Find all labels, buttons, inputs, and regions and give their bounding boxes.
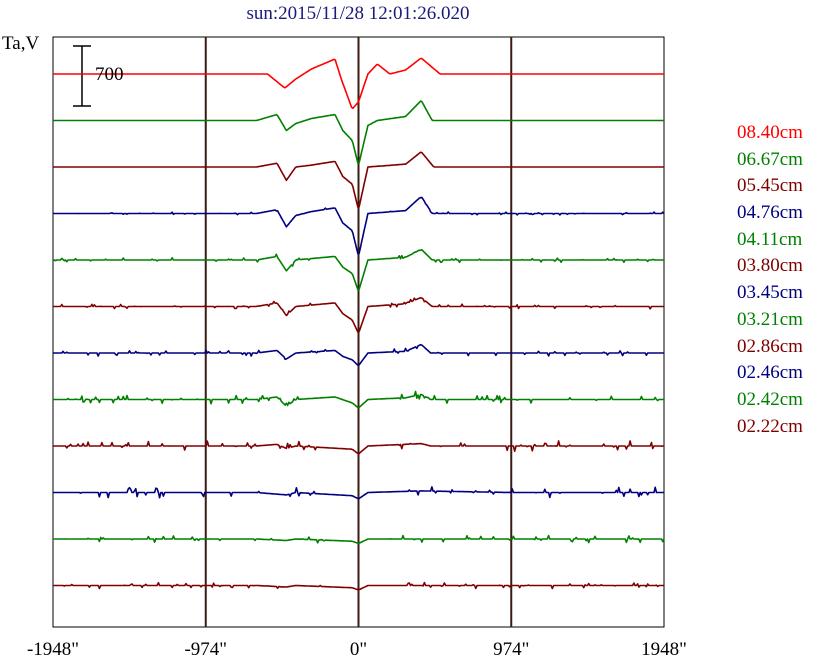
series-line-03.21cm xyxy=(53,390,664,409)
x-tick-label: -1948" xyxy=(27,639,79,660)
legend-entry: 04.76cm xyxy=(737,202,803,224)
series-line-03.80cm xyxy=(53,297,664,333)
x-tick-label: 0" xyxy=(350,639,367,660)
series-line-06.67cm xyxy=(53,100,664,164)
legend-entry: 08.40cm xyxy=(737,122,803,143)
series-group xyxy=(52,57,665,591)
series-line-02.22cm xyxy=(53,581,664,591)
series-line-04.11cm xyxy=(52,249,664,291)
chart-title: sun:2015/11/28 12:01:26.020 xyxy=(246,3,470,24)
x-tick-label: 1948" xyxy=(641,639,687,660)
series-line-05.45cm xyxy=(53,151,664,208)
legend-entry: 06.67cm xyxy=(737,148,803,170)
series-line-04.76cm xyxy=(53,196,665,255)
series-line-02.86cm xyxy=(53,440,664,455)
y-axis-label: Ta,V xyxy=(2,33,40,54)
legend-entry: 02.22cm xyxy=(737,415,803,437)
series-line-03.45cm xyxy=(53,344,664,366)
legend-entry: 03.45cm xyxy=(737,282,803,304)
legend-entry: 04.11cm xyxy=(737,228,803,250)
x-tick-label: 974" xyxy=(493,639,529,660)
legend-entry: 02.86cm xyxy=(737,335,803,357)
series-line-02.46cm xyxy=(53,486,664,500)
legend-entry: 03.80cm xyxy=(737,255,803,277)
series-line-02.42cm xyxy=(53,534,665,545)
x-tick-labels: -1948" -974" 0" 974" 1948" xyxy=(27,639,687,660)
scale-bar xyxy=(73,45,91,107)
scale-bar-label: 700 xyxy=(95,64,124,85)
legend: 08.40cm 06.67cm 05.45cm 04.76cm 04.11cm 03.80… xyxy=(737,120,803,440)
series-line-08.40cm xyxy=(53,57,664,110)
legend-entry: 02.42cm xyxy=(737,388,803,410)
legend-entry: 02.46cm xyxy=(737,362,803,384)
legend-entry: 03.21cm xyxy=(737,308,803,330)
legend-entry: 05.45cm xyxy=(737,175,803,197)
x-tick-label: -974" xyxy=(184,639,227,660)
